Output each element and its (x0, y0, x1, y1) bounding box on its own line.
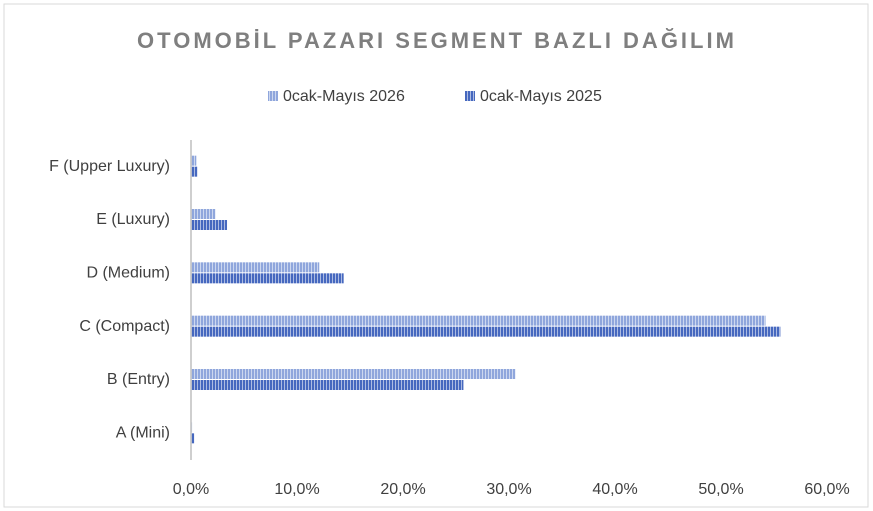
legend-label: 0cak-Mayıs 2026 (283, 88, 405, 105)
bar (191, 273, 344, 284)
x-tick-label: 10,0% (274, 481, 319, 498)
x-tick-label: 50,0% (698, 481, 743, 498)
chart-title: OTOMOBİL PAZARI SEGMENT BAZLI DAĞILIM (137, 28, 737, 53)
x-tick-label: 0,0% (173, 481, 209, 498)
bar (191, 155, 197, 166)
bar (191, 326, 781, 337)
y-tick-label: C (Compact) (79, 318, 170, 335)
bar (191, 220, 228, 230)
y-tick-label: E (Luxury) (96, 211, 170, 228)
x-tick-label: 30,0% (486, 481, 531, 498)
bar (191, 166, 198, 177)
x-tick-label: 20,0% (380, 481, 425, 498)
y-tick-label: B (Entry) (107, 371, 170, 388)
bar (191, 209, 216, 219)
bar (191, 433, 195, 444)
chart-border (3, 3, 869, 508)
y-tick-label: F (Upper Luxury) (49, 158, 170, 175)
bar (191, 315, 766, 326)
bar (191, 380, 464, 390)
legend-swatch (465, 91, 475, 101)
legend-swatch (268, 91, 278, 101)
x-tick-label: 60,0% (804, 481, 849, 498)
y-tick-label: A (Mini) (116, 425, 170, 442)
bar (191, 369, 516, 379)
y-tick-label: D (Medium) (86, 265, 170, 282)
legend-label: 0cak-Mayıs 2025 (480, 88, 602, 105)
x-tick-label: 40,0% (592, 481, 637, 498)
bar (191, 262, 320, 273)
